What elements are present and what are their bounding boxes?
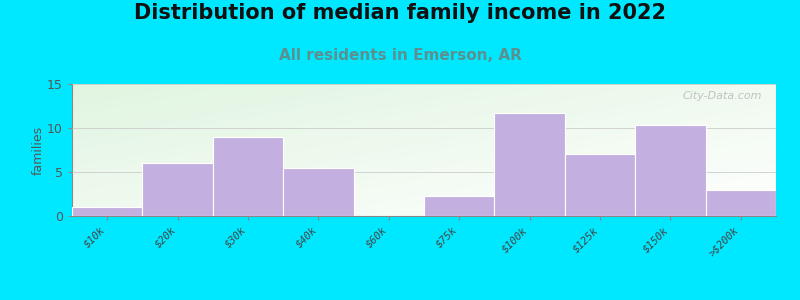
Bar	[565, 154, 635, 216]
Bar	[424, 196, 494, 216]
Text: Distribution of median family income in 2022: Distribution of median family income in …	[134, 3, 666, 23]
Bar	[706, 190, 776, 216]
Text: All residents in Emerson, AR: All residents in Emerson, AR	[278, 48, 522, 63]
Bar	[283, 168, 354, 216]
Bar	[142, 163, 213, 216]
Y-axis label: families: families	[31, 125, 44, 175]
Bar	[213, 137, 283, 216]
Bar	[72, 207, 142, 216]
Text: City-Data.com: City-Data.com	[682, 91, 762, 100]
Bar	[635, 125, 706, 216]
Bar	[494, 113, 565, 216]
